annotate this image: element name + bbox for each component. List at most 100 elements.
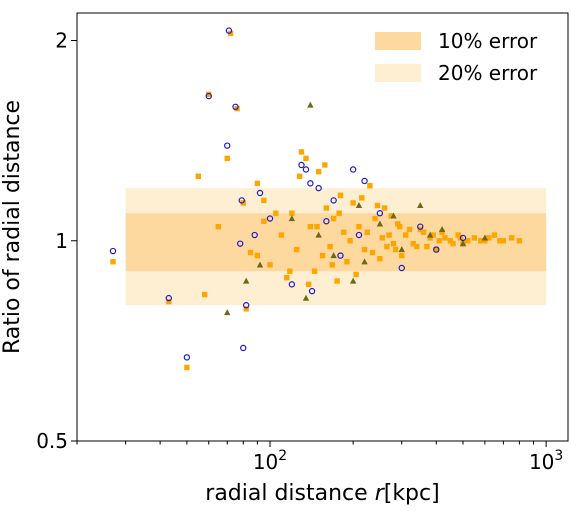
square-point [330, 215, 337, 222]
square-point [201, 291, 208, 298]
square-point [379, 235, 385, 241]
data-points [109, 27, 523, 371]
square-point [307, 223, 314, 230]
circle-point [109, 247, 117, 255]
square-point [497, 238, 503, 244]
circle-point [376, 210, 384, 217]
square-point [296, 173, 303, 180]
square-point [298, 149, 305, 155]
square-point [369, 249, 376, 256]
square-point [508, 235, 515, 241]
circle-point [256, 189, 264, 197]
circle-point [398, 264, 405, 272]
square-point [289, 210, 295, 216]
square-point [516, 238, 523, 244]
circle-point [323, 218, 330, 225]
triangle-point [459, 240, 467, 247]
square-point [305, 281, 312, 288]
square-point [261, 218, 267, 224]
circle-point [243, 302, 250, 309]
square-point [384, 243, 390, 250]
circle-point [288, 281, 296, 288]
square-point [350, 200, 356, 206]
square-point [287, 268, 293, 274]
square-point [410, 240, 416, 247]
square-point [322, 162, 328, 168]
square-point [377, 255, 383, 262]
square-point [356, 223, 362, 230]
square-point [402, 232, 409, 238]
square-point [341, 229, 347, 235]
square-point [424, 243, 430, 250]
triangle-point [330, 252, 337, 259]
triangle-point [302, 294, 310, 301]
square-point [442, 235, 448, 241]
circle-point [302, 166, 310, 173]
square-point [284, 274, 290, 281]
triangle-point [256, 261, 264, 268]
square-point [374, 202, 381, 209]
circle-point [232, 103, 239, 111]
square-point [447, 238, 454, 244]
square-point [344, 259, 350, 265]
circle-point [266, 215, 274, 222]
square-point [364, 229, 370, 235]
y-tick-label: 1 [55, 229, 68, 253]
circle-point [337, 252, 344, 259]
circle-point [238, 197, 245, 204]
triangle-point [438, 226, 446, 233]
circle-point [349, 166, 357, 173]
square-point [314, 223, 320, 230]
square-point [195, 173, 202, 180]
square-point [390, 240, 397, 247]
circle-point [330, 197, 337, 204]
square-point [439, 229, 445, 235]
square-point [215, 223, 222, 230]
square-point [381, 205, 388, 211]
circle-point [205, 92, 212, 100]
circle-point [251, 231, 258, 239]
x-tick-label: 103 [529, 448, 563, 474]
circle-point [417, 223, 424, 230]
error-bands [125, 188, 547, 306]
circle-point [315, 184, 322, 192]
square-point [294, 246, 300, 253]
square-point [267, 262, 273, 268]
triangle-point [224, 309, 231, 316]
circle-point [183, 354, 191, 361]
square-point [166, 298, 172, 305]
square-point [261, 197, 267, 204]
square-point [311, 268, 318, 274]
square-point [433, 246, 439, 253]
square-point [500, 238, 507, 244]
square-point [247, 249, 254, 256]
square-point [359, 195, 365, 201]
circle-point [361, 177, 368, 185]
circle-point [459, 234, 467, 242]
square-point [347, 238, 353, 244]
triangle-point [417, 202, 424, 209]
square-point [361, 246, 368, 253]
square-point [227, 30, 234, 37]
legend-label: 20% error [438, 61, 538, 85]
square-point [427, 235, 433, 241]
axis-ticks: 0.5 1 2 102 103 [36, 29, 563, 474]
square-point [254, 180, 261, 187]
square-point [334, 278, 340, 284]
y-tick-label: 2 [55, 29, 68, 53]
square-point [367, 183, 373, 189]
circle-point [355, 231, 363, 239]
square-point [243, 306, 249, 312]
y-axis-label: Ratio of radial distance [0, 100, 25, 354]
square-point [392, 246, 399, 253]
square-point [278, 232, 285, 238]
circle-point [237, 240, 244, 247]
square-point [455, 232, 461, 238]
square-point [397, 223, 403, 230]
square-point [406, 226, 413, 233]
square-point [110, 259, 116, 265]
square-point [388, 213, 395, 219]
circle-point [307, 180, 314, 187]
circle-point [433, 246, 440, 253]
